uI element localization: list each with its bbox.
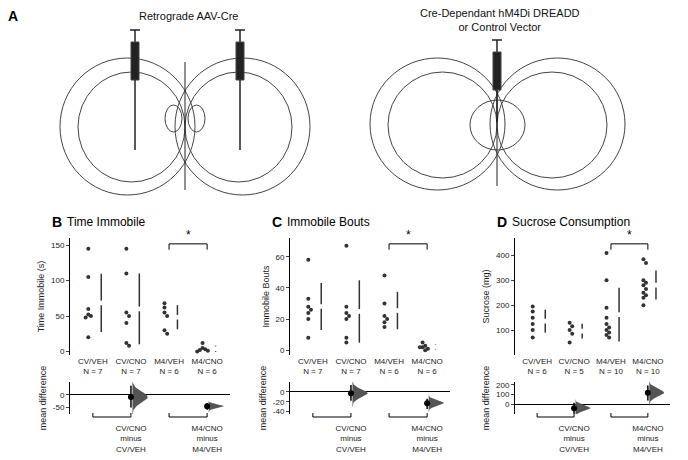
svg-text:M4/CNOminusM4/VEH: M4/CNOminusM4/VEH bbox=[632, 424, 663, 454]
svg-text:0: 0 bbox=[280, 346, 285, 355]
svg-text:100: 100 bbox=[496, 326, 510, 335]
svg-text:Sucrose (mg): Sucrose (mg) bbox=[481, 269, 491, 323]
svg-text:Immobile Bouts: Immobile Bouts bbox=[261, 265, 271, 328]
svg-text:B: B bbox=[52, 214, 62, 230]
svg-text:Sucrose Consumption: Sucrose Consumption bbox=[512, 215, 630, 229]
svg-text:Time Immobile (s): Time Immobile (s) bbox=[36, 261, 46, 333]
svg-text:M4/CNON = 10: M4/CNON = 10 bbox=[632, 357, 663, 376]
svg-text:CV/VEHN = 7: CV/VEHN = 7 bbox=[298, 357, 328, 376]
svg-text:0: 0 bbox=[60, 347, 65, 356]
svg-text:0: 0 bbox=[280, 388, 285, 397]
svg-text:200: 200 bbox=[496, 301, 510, 310]
svg-text:M4/VEHN = 6: M4/VEHN = 6 bbox=[154, 357, 184, 376]
svg-text:Time Immobile: Time Immobile bbox=[67, 215, 146, 229]
svg-text:M4/CNOminusM4/VEH: M4/CNOminusM4/VEH bbox=[192, 424, 223, 454]
svg-text:*: * bbox=[406, 228, 411, 242]
svg-text:50: 50 bbox=[55, 312, 64, 321]
svg-text:CV/CNON = 5: CV/CNON = 5 bbox=[558, 357, 589, 376]
svg-text:*: * bbox=[627, 228, 632, 242]
svg-text:0: 0 bbox=[505, 400, 510, 409]
svg-text:mean difference: mean difference bbox=[38, 366, 48, 430]
svg-text:CV/CNOminusCV/VEH: CV/CNOminusCV/VEH bbox=[115, 424, 146, 454]
svg-text:CV/CNOminusCV/VEH: CV/CNOminusCV/VEH bbox=[335, 424, 366, 454]
svg-text:300: 300 bbox=[496, 276, 510, 285]
svg-text:C: C bbox=[272, 214, 282, 230]
svg-text:40: 40 bbox=[275, 284, 284, 293]
svg-text:150: 150 bbox=[51, 241, 65, 250]
svg-text:0: 0 bbox=[60, 391, 65, 400]
svg-text:-50: -50 bbox=[53, 403, 65, 412]
svg-text:M4/VEHN = 6: M4/VEHN = 6 bbox=[374, 357, 404, 376]
svg-text:60: 60 bbox=[275, 253, 284, 262]
svg-text:100: 100 bbox=[496, 390, 510, 399]
svg-text:*: * bbox=[186, 228, 191, 242]
svg-text:CV/VEHN = 7: CV/VEHN = 7 bbox=[78, 357, 108, 376]
svg-text:100: 100 bbox=[51, 276, 65, 285]
svg-text:Immobile Bouts: Immobile Bouts bbox=[287, 215, 370, 229]
svg-text:M4/CNON = 6: M4/CNON = 6 bbox=[192, 357, 223, 376]
svg-text:20: 20 bbox=[275, 315, 284, 324]
svg-text:200: 200 bbox=[496, 381, 510, 390]
svg-text:CV/CNOminusCV/VEH: CV/CNOminusCV/VEH bbox=[558, 424, 589, 454]
svg-text:mean difference: mean difference bbox=[481, 366, 491, 430]
svg-text:Retrograde AAV-Cre: Retrograde AAV-Cre bbox=[139, 10, 238, 22]
svg-text:400: 400 bbox=[496, 251, 510, 260]
svg-text:CV/VEHN = 6: CV/VEHN = 6 bbox=[522, 357, 552, 376]
svg-text:M4/CNON = 6: M4/CNON = 6 bbox=[412, 357, 443, 376]
svg-text:CV/CNON = 7: CV/CNON = 7 bbox=[115, 357, 146, 376]
svg-text:M4/VEHN = 10: M4/VEHN = 10 bbox=[596, 357, 626, 376]
svg-text:mean difference: mean difference bbox=[258, 366, 268, 430]
svg-text:-20: -20 bbox=[273, 397, 285, 406]
svg-text:-40: -40 bbox=[273, 407, 285, 416]
svg-text:A: A bbox=[8, 8, 18, 24]
svg-text:CV/CNON = 7: CV/CNON = 7 bbox=[335, 357, 366, 376]
svg-text:D: D bbox=[497, 214, 507, 230]
svg-text:Cre-Dependant hM4Di DREADDor C: Cre-Dependant hM4Di DREADDor Control Vec… bbox=[420, 7, 580, 33]
svg-text:M4/CNOminusM4/VEH: M4/CNOminusM4/VEH bbox=[412, 424, 443, 454]
